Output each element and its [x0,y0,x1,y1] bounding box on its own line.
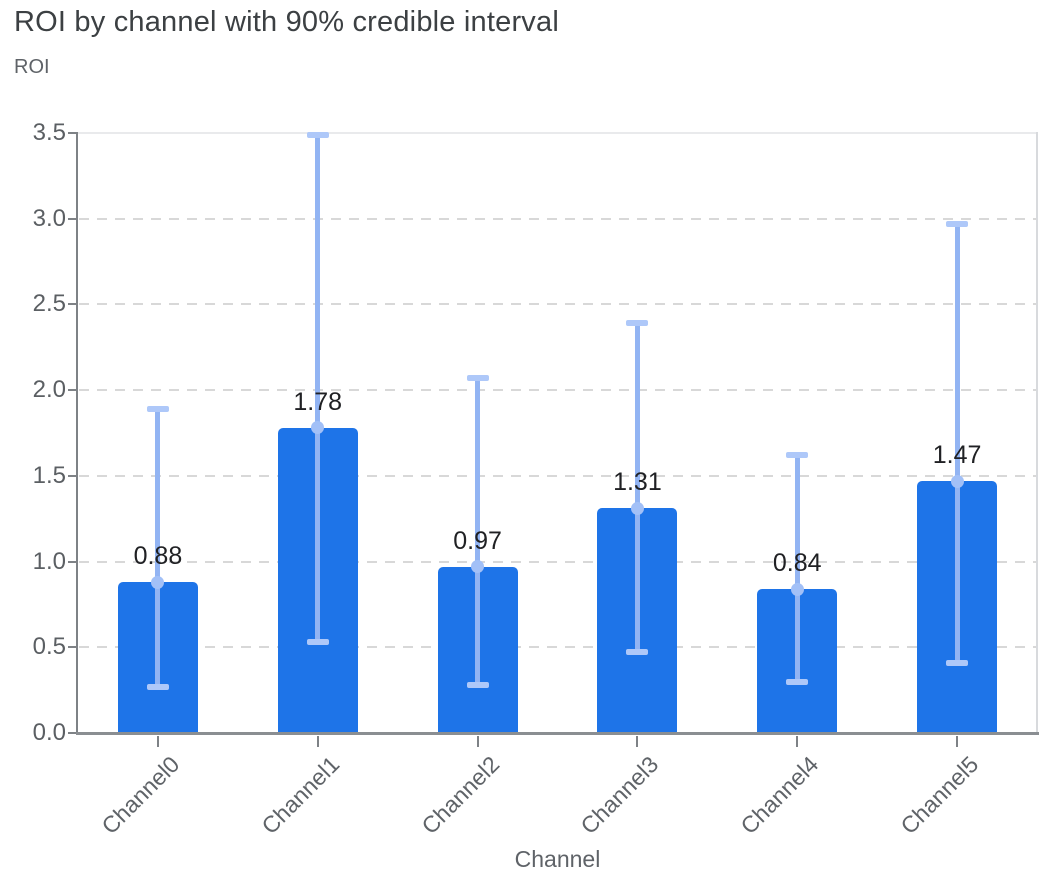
error-bar [634,323,640,653]
mean-marker [950,474,964,488]
mean-marker [311,421,325,435]
x-tick-mark [796,736,799,747]
error-bar-cap-top [626,320,649,327]
mean-marker [471,560,485,574]
error-bar-cap-top [786,452,809,459]
y-tick-mark [68,560,78,563]
y-tick-label: 1.5 [32,461,66,489]
error-bar-cap-bottom [946,659,969,666]
y-tick-label: 1.0 [32,547,66,575]
gridline [79,303,1036,306]
y-axis-line [76,132,78,734]
chart-title: ROI by channel with 90% credible interva… [14,6,559,38]
y-tick-label: 2.0 [32,376,66,404]
mean-marker [151,575,165,589]
y-tick-label: 2.5 [32,290,66,318]
gridline [79,217,1036,220]
error-bar [954,223,960,663]
plot-top-border [78,132,1037,134]
bar-value-label: 1.31 [613,468,662,497]
error-bar-cap-bottom [786,678,809,685]
gridline [79,646,1036,649]
y-axis-title: ROI [14,56,50,78]
y-tick-label: 0.0 [32,719,66,746]
x-tick-mark [156,736,159,747]
error-bar-cap-top [146,406,169,412]
x-axis-title: Channel [514,846,601,872]
mean-marker [790,582,804,596]
gridline [79,474,1036,477]
y-tick-mark [68,474,78,477]
error-bar-cap-top [946,220,969,227]
error-bar [315,134,321,643]
error-bar-cap-bottom [466,682,489,688]
plot-right-border [1036,132,1038,733]
y-tick-mark [68,132,78,134]
error-bar-cap-bottom [306,639,329,646]
y-tick-mark [68,732,78,734]
y-tick-mark [68,303,78,306]
y-tick-mark [68,389,78,392]
bar-value-label: 0.84 [772,549,822,577]
error-bar [475,378,481,685]
y-tick-label: 0.5 [32,633,66,661]
x-tick-mark [316,736,319,747]
y-tick-mark [68,646,78,649]
bar-value-label: 0.88 [133,542,183,571]
x-axis-line [76,732,1039,735]
error-bar [155,409,161,687]
error-bar [794,455,800,682]
gridline [79,560,1036,563]
x-tick-mark [476,736,479,747]
y-tick-label: 3.5 [32,119,66,146]
gridline [79,389,1036,392]
bar-value-label: 1.78 [293,387,343,416]
y-tick-label: 3.0 [32,204,66,232]
error-bar-cap-top [466,375,489,382]
x-tick-mark [636,736,639,747]
mean-marker [630,501,644,515]
bar-value-label: 1.47 [932,441,982,469]
error-bar-cap-bottom [146,683,169,690]
x-tick-mark [956,736,959,747]
error-bar-cap-bottom [626,649,649,656]
error-bar-cap-top [306,131,329,138]
bar-value-label: 0.97 [453,526,502,555]
plot-area: 0.88 1.78 0.97 1.31 0.84 1.47 [76,131,1039,735]
y-tick-mark [68,217,78,220]
